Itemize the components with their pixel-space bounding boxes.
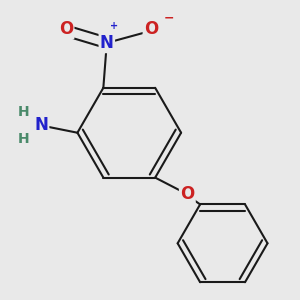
- Text: +: +: [110, 21, 118, 31]
- Text: O: O: [180, 185, 194, 203]
- Text: N: N: [100, 34, 114, 52]
- Text: O: O: [144, 20, 158, 38]
- Text: O: O: [59, 20, 73, 38]
- Text: H: H: [18, 132, 30, 146]
- Text: −: −: [164, 11, 174, 25]
- Text: N: N: [34, 116, 48, 134]
- Text: H: H: [18, 105, 30, 119]
